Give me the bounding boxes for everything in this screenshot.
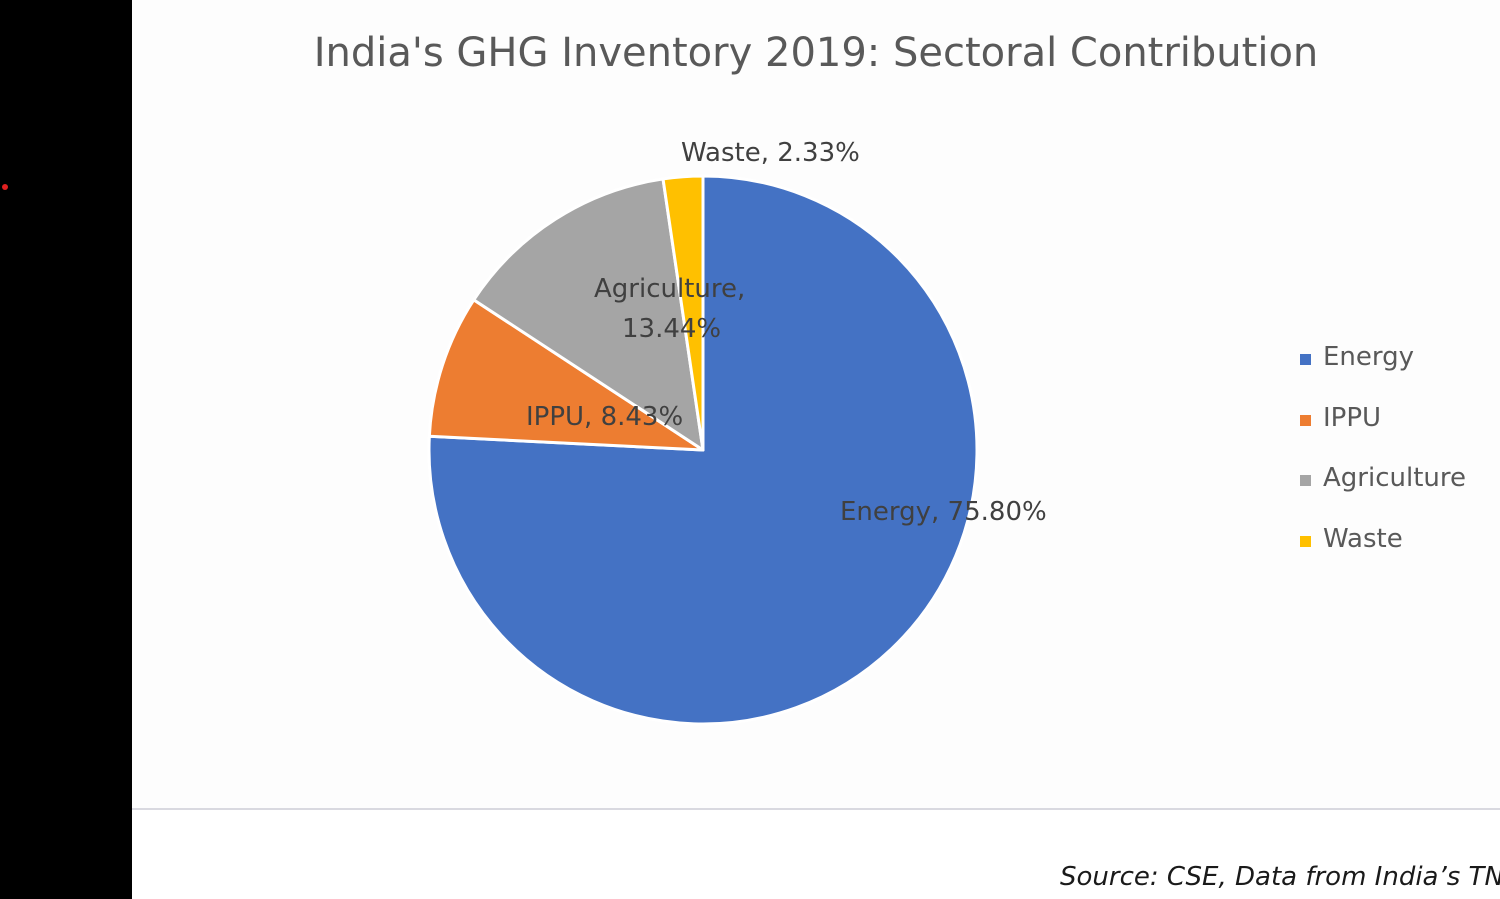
- data-label-energy: Energy, 75.80%: [840, 497, 1047, 527]
- left-black-margin: [0, 0, 132, 899]
- legend-swatch-energy: [1300, 354, 1311, 365]
- slide: India's GHG Inventory 2019: Sectoral Con…: [132, 0, 1500, 899]
- data-label-agriculture: Agriculture, 13.44%: [594, 274, 745, 344]
- data-label-ippu: IPPU, 8.43%: [526, 402, 683, 432]
- legend-label: Waste: [1323, 524, 1403, 555]
- pie-slice-ippu: [427, 298, 705, 452]
- chart-area: India's GHG Inventory 2019: Sectoral Con…: [132, 0, 1500, 808]
- legend-swatch-agriculture: [1300, 475, 1311, 487]
- red-pointer-dot: [2, 184, 8, 190]
- pie-slice-agriculture: [472, 177, 705, 452]
- legend-swatch-waste: [1300, 536, 1311, 548]
- pie-chart: Energy, 75.80% IPPU, 8.43% Agriculture, 13.…: [427, 138, 1047, 726]
- pie-slice-waste: [661, 174, 705, 452]
- chart-title: India's GHG Inventory 2019: Sectoral Con…: [313, 30, 1319, 76]
- source-note: Source: CSE, Data from India’s TNC: [1060, 862, 1500, 892]
- pie-slice-energy: [427, 174, 979, 726]
- legend-swatch-ippu: [1300, 414, 1311, 426]
- legend-label: Energy: [1323, 342, 1415, 372]
- legend-label: IPPU: [1323, 402, 1382, 433]
- slide-divider: [132, 808, 1500, 810]
- legend-label: Agriculture: [1323, 463, 1466, 494]
- data-label-waste: Waste, 2.33%: [681, 138, 860, 168]
